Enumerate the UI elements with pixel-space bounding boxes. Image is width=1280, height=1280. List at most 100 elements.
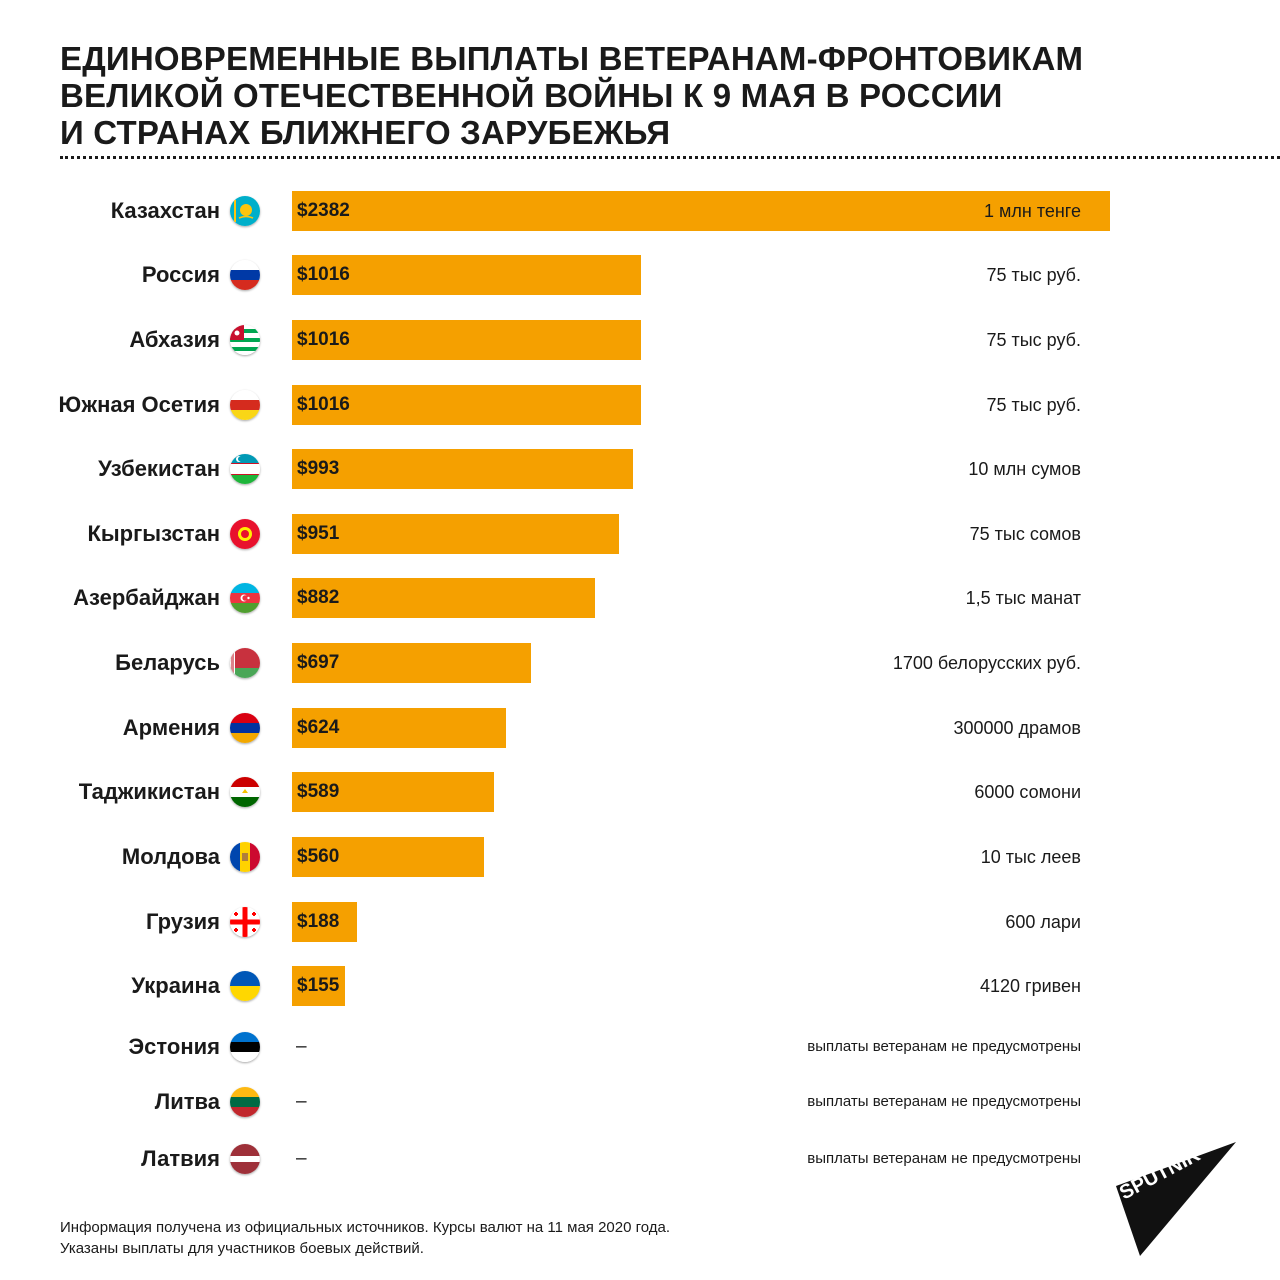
belarus-flag-icon [230,648,260,678]
south-ossetia-flag-icon [230,390,260,420]
country-label: Узбекистан [98,456,220,481]
bar [292,191,1110,231]
lithuania-flag-icon [230,1087,260,1117]
latvia-flag-icon [230,1144,260,1174]
chart-row: Латвия – выплаты ветеранам не предусмотрен… [0,1139,1280,1179]
local-currency-label: 600 лари [1005,912,1081,932]
chart-row: Украина $155 4120 гривен [0,966,1280,1006]
country-label: Грузия [145,909,220,934]
country-label: Молдова [121,844,220,869]
moldova-flag-icon [230,842,260,872]
kyrgyzstan-flag-icon [230,519,260,549]
local-currency-label: 1700 белорусских руб. [892,653,1081,673]
local-currency-label: выплаты ветеранам не предусмотрены [807,1093,1081,1110]
chart-row: Грузия $188 600 лари [0,902,1280,942]
chart-row: Литва – выплаты ветеранам не предусмотрены [0,1082,1280,1122]
chart-row: Эстония – выплаты ветеранам не предусмотре… [0,1027,1280,1067]
country-label: Латвия [141,1146,220,1171]
bar [292,578,595,618]
uzbekistan-flag-icon [230,454,260,484]
title-line-1: ЕДИНОВРЕМЕННЫЕ ВЫПЛАТЫ ВЕТЕРАНАМ-ФРОНТОВ… [60,40,1084,77]
usd-value-label: $1016 [297,394,350,415]
local-currency-label: 10 тыс леев [980,847,1081,867]
usd-value-label: $993 [297,458,340,479]
bar [292,255,641,295]
ukraine-flag-icon [230,971,260,1001]
chart-row: Абхазия $1016 75 тыс руб. [0,320,1280,360]
country-label: Беларусь [115,650,220,675]
chart-row: Казахстан $2382 1 млн тенге [0,191,1280,231]
local-currency-label: выплаты ветеранам не предусмотрены [807,1038,1081,1055]
local-currency-label: 75 тыс сомов [969,524,1081,544]
bar [292,643,531,683]
estonia-flag-icon [230,1032,260,1062]
country-label: Казахстан [110,198,220,223]
country-label: Южная Осетия [58,392,220,417]
bar [292,385,641,425]
country-label: Украина [131,973,220,998]
bar [292,837,484,877]
usd-value-label: $589 [297,781,340,802]
no-value-dash: – [296,1091,307,1112]
country-label: Азербайджан [73,585,220,610]
no-value-dash: – [296,1148,307,1169]
chart-row: Таджикистан $589 6000 сомони [0,772,1280,812]
chart-row: Кыргызстан $951 75 тыс сомов [0,514,1280,554]
bar [292,514,619,554]
chart-row: Армения $624 300000 драмов [0,708,1280,748]
usd-value-label: $1016 [297,329,350,350]
chart-row: Южная Осетия $1016 75 тыс руб. [0,385,1280,425]
usd-value-label: $624 [297,717,340,738]
russia-flag-icon [230,260,260,290]
local-currency-label: 6000 сомони [974,782,1081,802]
bar [292,772,494,812]
azerbaijan-flag-icon [230,583,260,613]
chart-row: Беларусь $697 1700 белорусских руб. [0,643,1280,683]
country-label: Таджикистан [78,779,220,804]
local-currency-label: 1 млн тенге [983,201,1081,221]
bar [292,708,506,748]
title-line-2: ВЕЛИКОЙ ОТЕЧЕСТВЕННОЙ ВОЙНЫ К 9 МАЯ В РО… [60,77,1003,114]
sputnik-logo-icon: SPUTNIK [1110,1138,1240,1258]
usd-value-label: $2382 [297,200,350,221]
dotted-divider [60,156,1280,159]
local-currency-label: 75 тыс руб. [986,330,1081,350]
chart-row: Азербайджан $882 1,5 тыс манат [0,578,1280,618]
usd-value-label: $560 [297,846,340,867]
georgia-flag-icon [230,907,260,937]
footnote: Информация получена из официальных источ… [60,1217,670,1259]
chart-row: Россия $1016 75 тыс руб. [0,255,1280,295]
chart-row: Молдова $560 10 тыс леев [0,837,1280,877]
local-currency-label: 75 тыс руб. [986,395,1081,415]
bar [292,966,345,1006]
tajikistan-flag-icon [230,777,260,807]
local-currency-label: 1,5 тыс манат [965,588,1081,608]
usd-value-label: $697 [297,652,340,673]
country-label: Армения [122,715,220,740]
usd-value-label: $155 [297,975,340,996]
country-label: Эстония [128,1034,220,1059]
usd-value-label: $188 [297,911,340,932]
bar [292,449,633,489]
chart-title: ЕДИНОВРЕМЕННЫЕ ВЫПЛАТЫ ВЕТЕРАНАМ-ФРОНТОВ… [60,40,1220,151]
country-label: Россия [141,262,220,287]
local-currency-label: 4120 гривен [980,976,1081,996]
title-line-3: И СТРАНАХ БЛИЖНЕГО ЗАРУБЕЖЬЯ [60,114,671,151]
local-currency-label: 75 тыс руб. [986,265,1081,285]
country-label: Литва [154,1089,220,1114]
abkhazia-flag-icon [230,325,260,355]
local-currency-label: 10 млн сумов [968,459,1081,479]
armenia-flag-icon [230,713,260,743]
footnote-line-2: Указаны выплаты для участников боевых де… [60,1240,424,1257]
local-currency-label: выплаты ветеранам не предусмотрены [807,1150,1081,1167]
country-label: Абхазия [129,327,220,352]
bar [292,320,641,360]
footnote-line-1: Информация получена из официальных источ… [60,1219,671,1236]
country-label: Кыргызстан [87,521,220,546]
usd-value-label: $1016 [297,264,350,285]
bar [292,902,357,942]
local-currency-label: 300000 драмов [953,718,1081,738]
chart-row: Узбекистан $993 10 млн сумов [0,449,1280,489]
no-value-dash: – [296,1036,307,1057]
kazakhstan-flag-icon [230,196,260,226]
